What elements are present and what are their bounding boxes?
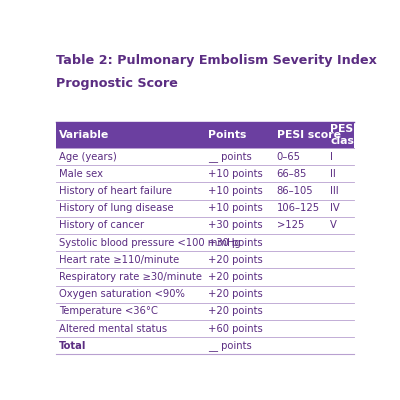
Text: IV: IV: [330, 203, 340, 213]
Text: 106–125: 106–125: [276, 203, 320, 213]
Text: Prognostic Score: Prognostic Score: [56, 77, 178, 90]
Text: V: V: [330, 220, 337, 230]
Text: +10 points: +10 points: [208, 169, 263, 179]
Text: +60 points: +60 points: [208, 324, 263, 334]
Bar: [56, 217, 354, 234]
Text: 0–65: 0–65: [276, 152, 300, 162]
Text: Variable: Variable: [59, 130, 110, 140]
Bar: [56, 286, 354, 303]
Text: II: II: [330, 169, 336, 179]
Text: Male sex: Male sex: [59, 169, 103, 179]
Bar: [56, 303, 354, 320]
Bar: [56, 165, 354, 182]
Text: III: III: [330, 186, 339, 196]
Bar: [56, 148, 354, 165]
Bar: [56, 182, 354, 200]
Text: >125: >125: [276, 220, 304, 230]
Text: Total: Total: [59, 341, 87, 351]
Text: +10 points: +10 points: [208, 203, 263, 213]
Bar: [56, 337, 354, 354]
Text: Altered mental status: Altered mental status: [59, 324, 168, 334]
Bar: [56, 320, 354, 337]
Text: Points: Points: [208, 130, 246, 140]
Text: +10 points: +10 points: [208, 186, 263, 196]
Text: Age (years): Age (years): [59, 152, 117, 162]
Bar: [56, 251, 354, 268]
Text: __ points: __ points: [208, 151, 252, 162]
Text: Systolic blood pressure <100 mmHg: Systolic blood pressure <100 mmHg: [59, 238, 241, 248]
Text: History of lung disease: History of lung disease: [59, 203, 174, 213]
Text: History of cancer: History of cancer: [59, 220, 144, 230]
Text: Temperature <36°C: Temperature <36°C: [59, 306, 158, 316]
Text: Table 2: Pulmonary Embolism Severity Index: Table 2: Pulmonary Embolism Severity Ind…: [56, 54, 377, 67]
Text: +20 points: +20 points: [208, 306, 263, 316]
Text: PESI score: PESI score: [276, 130, 340, 140]
Text: +30 points: +30 points: [208, 238, 263, 248]
Text: Heart rate ≥110/minute: Heart rate ≥110/minute: [59, 255, 180, 265]
Text: +20 points: +20 points: [208, 289, 263, 299]
Text: I: I: [330, 152, 333, 162]
Text: 86–105: 86–105: [276, 186, 313, 196]
Text: +30 points: +30 points: [208, 220, 263, 230]
Bar: [56, 122, 354, 148]
Text: Respiratory rate ≥30/minute: Respiratory rate ≥30/minute: [59, 272, 202, 282]
Bar: [56, 200, 354, 217]
Text: +20 points: +20 points: [208, 272, 263, 282]
Text: PESI
class: PESI class: [330, 124, 360, 146]
Text: 66–85: 66–85: [276, 169, 307, 179]
Bar: [56, 234, 354, 251]
Text: History of heart failure: History of heart failure: [59, 186, 172, 196]
Text: Oxygen saturation <90%: Oxygen saturation <90%: [59, 289, 185, 299]
Text: __ points: __ points: [208, 340, 252, 351]
Text: +20 points: +20 points: [208, 255, 263, 265]
Bar: [56, 268, 354, 286]
